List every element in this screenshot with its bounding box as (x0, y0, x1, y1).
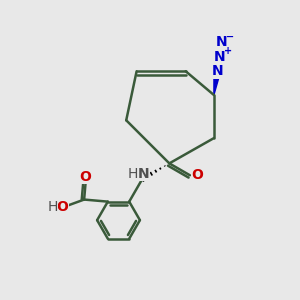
Text: O: O (191, 168, 203, 182)
Text: H: H (128, 167, 138, 181)
Text: N: N (138, 167, 150, 181)
Text: +: + (224, 46, 232, 56)
Polygon shape (214, 71, 220, 95)
Text: H: H (47, 200, 58, 214)
Text: N: N (215, 35, 227, 49)
Text: O: O (56, 200, 68, 214)
Text: N: N (214, 50, 225, 64)
Text: N: N (212, 64, 223, 79)
Text: −: − (226, 32, 234, 42)
Text: O: O (80, 170, 92, 184)
